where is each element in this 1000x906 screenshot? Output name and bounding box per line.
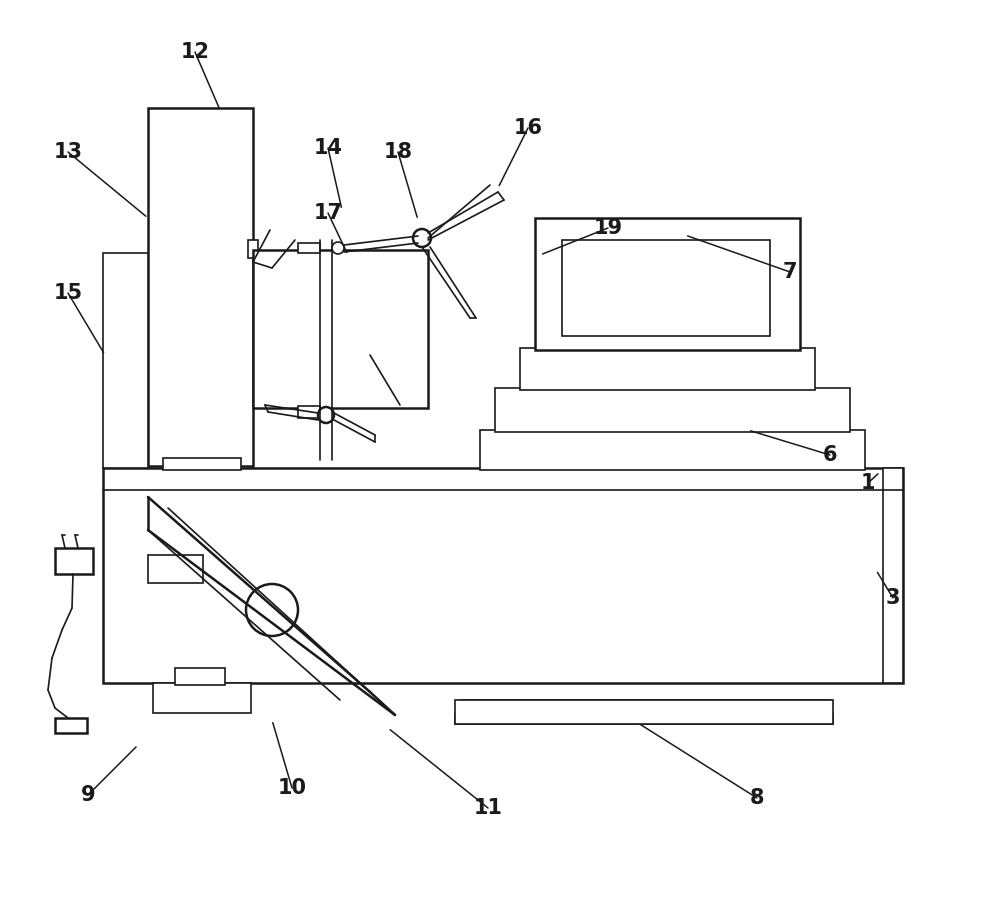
Bar bbox=[455, 714, 833, 724]
Bar bbox=[55, 718, 87, 733]
Text: 9: 9 bbox=[81, 785, 95, 805]
Text: 10: 10 bbox=[278, 778, 306, 798]
Text: 6: 6 bbox=[823, 445, 837, 465]
Bar bbox=[298, 406, 320, 418]
Bar bbox=[562, 240, 770, 336]
Bar bbox=[535, 218, 800, 350]
Bar bbox=[103, 468, 903, 683]
Circle shape bbox=[318, 407, 334, 423]
Text: 8: 8 bbox=[750, 788, 764, 808]
Circle shape bbox=[246, 584, 298, 636]
Text: 11: 11 bbox=[474, 798, 503, 818]
Text: 15: 15 bbox=[53, 283, 83, 303]
Bar bbox=[883, 468, 903, 683]
Text: 7: 7 bbox=[783, 262, 797, 282]
Bar bbox=[480, 430, 865, 470]
Text: 12: 12 bbox=[180, 42, 210, 62]
Bar bbox=[55, 548, 93, 574]
Text: 13: 13 bbox=[54, 142, 82, 162]
Text: 14: 14 bbox=[314, 138, 342, 158]
Bar bbox=[520, 348, 815, 390]
Bar bbox=[148, 555, 203, 583]
Bar bbox=[148, 108, 253, 466]
Bar bbox=[248, 240, 258, 258]
Bar bbox=[153, 683, 251, 713]
Text: 1: 1 bbox=[861, 473, 875, 493]
Text: 16: 16 bbox=[514, 118, 542, 138]
Bar bbox=[163, 458, 241, 470]
Bar bbox=[495, 388, 850, 432]
Text: 19: 19 bbox=[593, 218, 623, 238]
Text: 3: 3 bbox=[886, 588, 900, 608]
Bar bbox=[175, 668, 225, 685]
Circle shape bbox=[332, 242, 344, 254]
Bar bbox=[455, 700, 833, 724]
Bar bbox=[298, 243, 320, 253]
Bar bbox=[460, 700, 830, 714]
Circle shape bbox=[413, 229, 431, 247]
Text: 17: 17 bbox=[314, 203, 342, 223]
Text: 18: 18 bbox=[384, 142, 413, 162]
Bar bbox=[253, 250, 428, 408]
Bar bbox=[103, 253, 148, 468]
